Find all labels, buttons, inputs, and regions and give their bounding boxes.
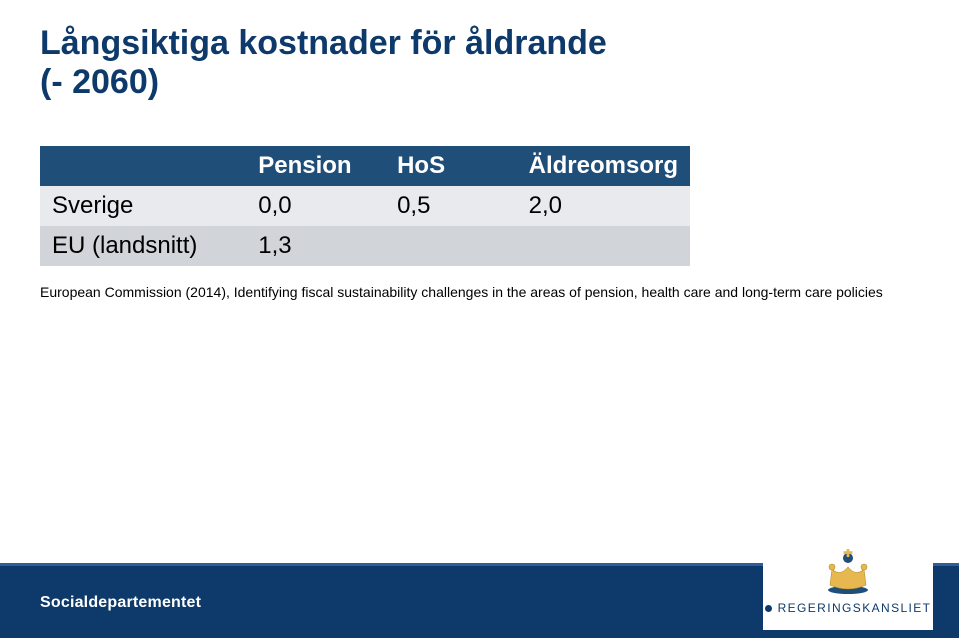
title-line-2: (- 2060) — [40, 63, 919, 102]
table-row: EU (landsnitt) 1,3 — [40, 226, 690, 266]
table-cell: EU (landsnitt) — [40, 226, 246, 266]
table-row: Sverige 0,0 0,5 2,0 — [40, 186, 690, 226]
table-header-cell — [40, 146, 246, 186]
data-table: Pension HoS Äldreomsorg Sverige 0,0 0,5 … — [40, 146, 690, 266]
content-area: Långsiktiga kostnader för åldrande (- 20… — [0, 0, 959, 300]
table-cell — [517, 226, 690, 266]
data-table-wrap: Pension HoS Äldreomsorg Sverige 0,0 0,5 … — [40, 146, 690, 266]
title-line-1: Långsiktiga kostnader för åldrande — [40, 24, 919, 63]
footer: Socialdepartementet REGERINGSKANSLIET — [0, 552, 959, 638]
logo-wordmark: REGERINGSKANSLIET — [765, 601, 932, 615]
table-header-row: Pension HoS Äldreomsorg — [40, 146, 690, 186]
table-cell — [385, 226, 517, 266]
table-header-cell: Äldreomsorg — [517, 146, 690, 186]
table-header-cell: HoS — [385, 146, 517, 186]
table-cell: Sverige — [40, 186, 246, 226]
table-header-cell: Pension — [246, 146, 385, 186]
slide: Långsiktiga kostnader för åldrande (- 20… — [0, 0, 959, 638]
table-cell: 2,0 — [517, 186, 690, 226]
table-cell: 1,3 — [246, 226, 385, 266]
bullet-icon — [765, 605, 772, 612]
source-citation: European Commission (2014), Identifying … — [40, 284, 919, 300]
table-cell: 0,5 — [385, 186, 517, 226]
logo-wordmark-text: REGERINGSKANSLIET — [778, 601, 932, 615]
table-cell: 0,0 — [246, 186, 385, 226]
crown-icon — [820, 547, 876, 595]
regeringskansliet-logo: REGERINGSKANSLIET — [763, 532, 933, 630]
department-label: Socialdepartementet — [40, 594, 201, 612]
